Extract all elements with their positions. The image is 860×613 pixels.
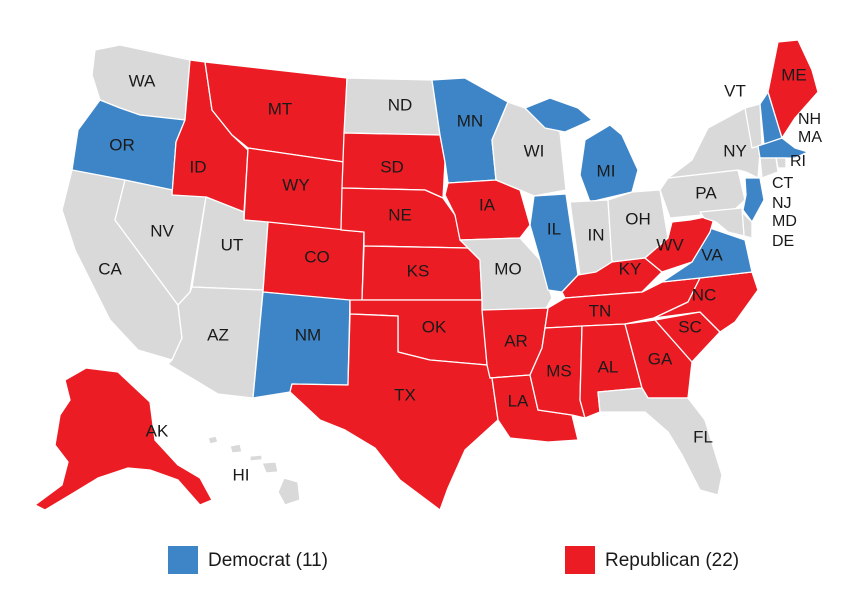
state-label-pa: PA <box>695 183 717 202</box>
state-label-tx: TX <box>394 385 416 404</box>
hawaii-island-oahu <box>229 443 243 454</box>
state-label-hi: HI <box>233 465 250 484</box>
state-label-in: IN <box>588 225 605 244</box>
state-label-oh: OH <box>625 209 651 228</box>
state-mi <box>579 124 639 203</box>
state-label-nc: NC <box>692 285 717 304</box>
state-label-sc: SC <box>678 317 702 336</box>
state-label-me: ME <box>781 65 807 84</box>
state-label-ia: IA <box>479 195 496 214</box>
state-label-nv: NV <box>150 221 174 240</box>
state-label-ma: MA <box>798 129 822 146</box>
state-label-wv: WV <box>656 235 684 254</box>
hawaii-island-maui <box>261 461 279 474</box>
state-label-ri: RI <box>790 153 806 170</box>
state-label-ga: GA <box>648 349 673 368</box>
state-label-il: IL <box>547 219 561 238</box>
state-label-wy: WY <box>282 175 309 194</box>
hawaii-island-big <box>277 477 301 506</box>
state-label-co: CO <box>304 247 330 266</box>
state-label-nd: ND <box>388 95 413 114</box>
state-label-nj: NJ <box>772 195 792 212</box>
state-label-vt: VT <box>724 81 746 100</box>
state-nc <box>653 271 759 333</box>
state-label-ut: UT <box>221 235 244 254</box>
state-label-wa: WA <box>129 71 156 90</box>
hawaii-island-kauai <box>207 435 219 445</box>
state-label-ar: AR <box>504 331 528 350</box>
state-label-ky: KY <box>619 259 642 278</box>
state-ct <box>759 157 779 179</box>
state-label-ct: CT <box>772 175 794 192</box>
state-label-ak: AK <box>146 421 169 440</box>
state-label-wi: WI <box>524 141 545 160</box>
legend-democrat-swatch <box>168 546 198 574</box>
state-label-md: MD <box>772 213 797 230</box>
state-label-ny: NY <box>723 141 747 160</box>
state-label-nm: NM <box>295 325 321 344</box>
state-labels: WA OR CA NV ID MT WY UT AZ CO NM ND SD N… <box>98 65 822 484</box>
state-il <box>529 193 579 293</box>
state-label-va: VA <box>701 245 723 264</box>
state-label-mt: MT <box>268 99 293 118</box>
legend: Democrat (11) Republican (22) <box>168 546 739 574</box>
state-md <box>699 207 745 237</box>
state-ak <box>34 367 213 511</box>
state-label-tn: TN <box>589 301 612 320</box>
state-fl <box>597 387 723 496</box>
legend-republican-swatch <box>565 546 595 574</box>
state-label-de: DE <box>772 233 794 250</box>
state-label-la: LA <box>508 391 529 410</box>
state-label-ms: MS <box>546 361 572 380</box>
state-label-fl: FL <box>693 427 713 446</box>
hawaii-island-molokai <box>249 454 263 462</box>
state-label-ks: KS <box>407 261 430 280</box>
state-hi-islands <box>207 435 301 506</box>
legend-democrat-label: Democrat (11) <box>208 550 328 571</box>
state-nm <box>252 291 351 399</box>
state-mi-upper <box>524 97 593 133</box>
state-tx <box>289 313 499 511</box>
state-label-ca: CA <box>98 259 122 278</box>
state-label-or: OR <box>109 135 135 154</box>
state-label-sd: SD <box>380 157 404 176</box>
state-label-ok: OK <box>422 317 447 336</box>
legend-republican-label: Republican (22) <box>605 550 739 571</box>
state-label-mi: MI <box>597 161 616 180</box>
state-label-id: ID <box>190 157 207 176</box>
state-me <box>767 39 819 139</box>
state-label-ne: NE <box>388 205 412 224</box>
state-label-az: AZ <box>207 325 229 344</box>
state-label-mo: MO <box>494 259 521 278</box>
state-label-nh: NH <box>798 111 821 128</box>
state-label-al: AL <box>598 357 619 376</box>
state-va <box>641 227 753 293</box>
state-label-mn: MN <box>457 111 483 130</box>
